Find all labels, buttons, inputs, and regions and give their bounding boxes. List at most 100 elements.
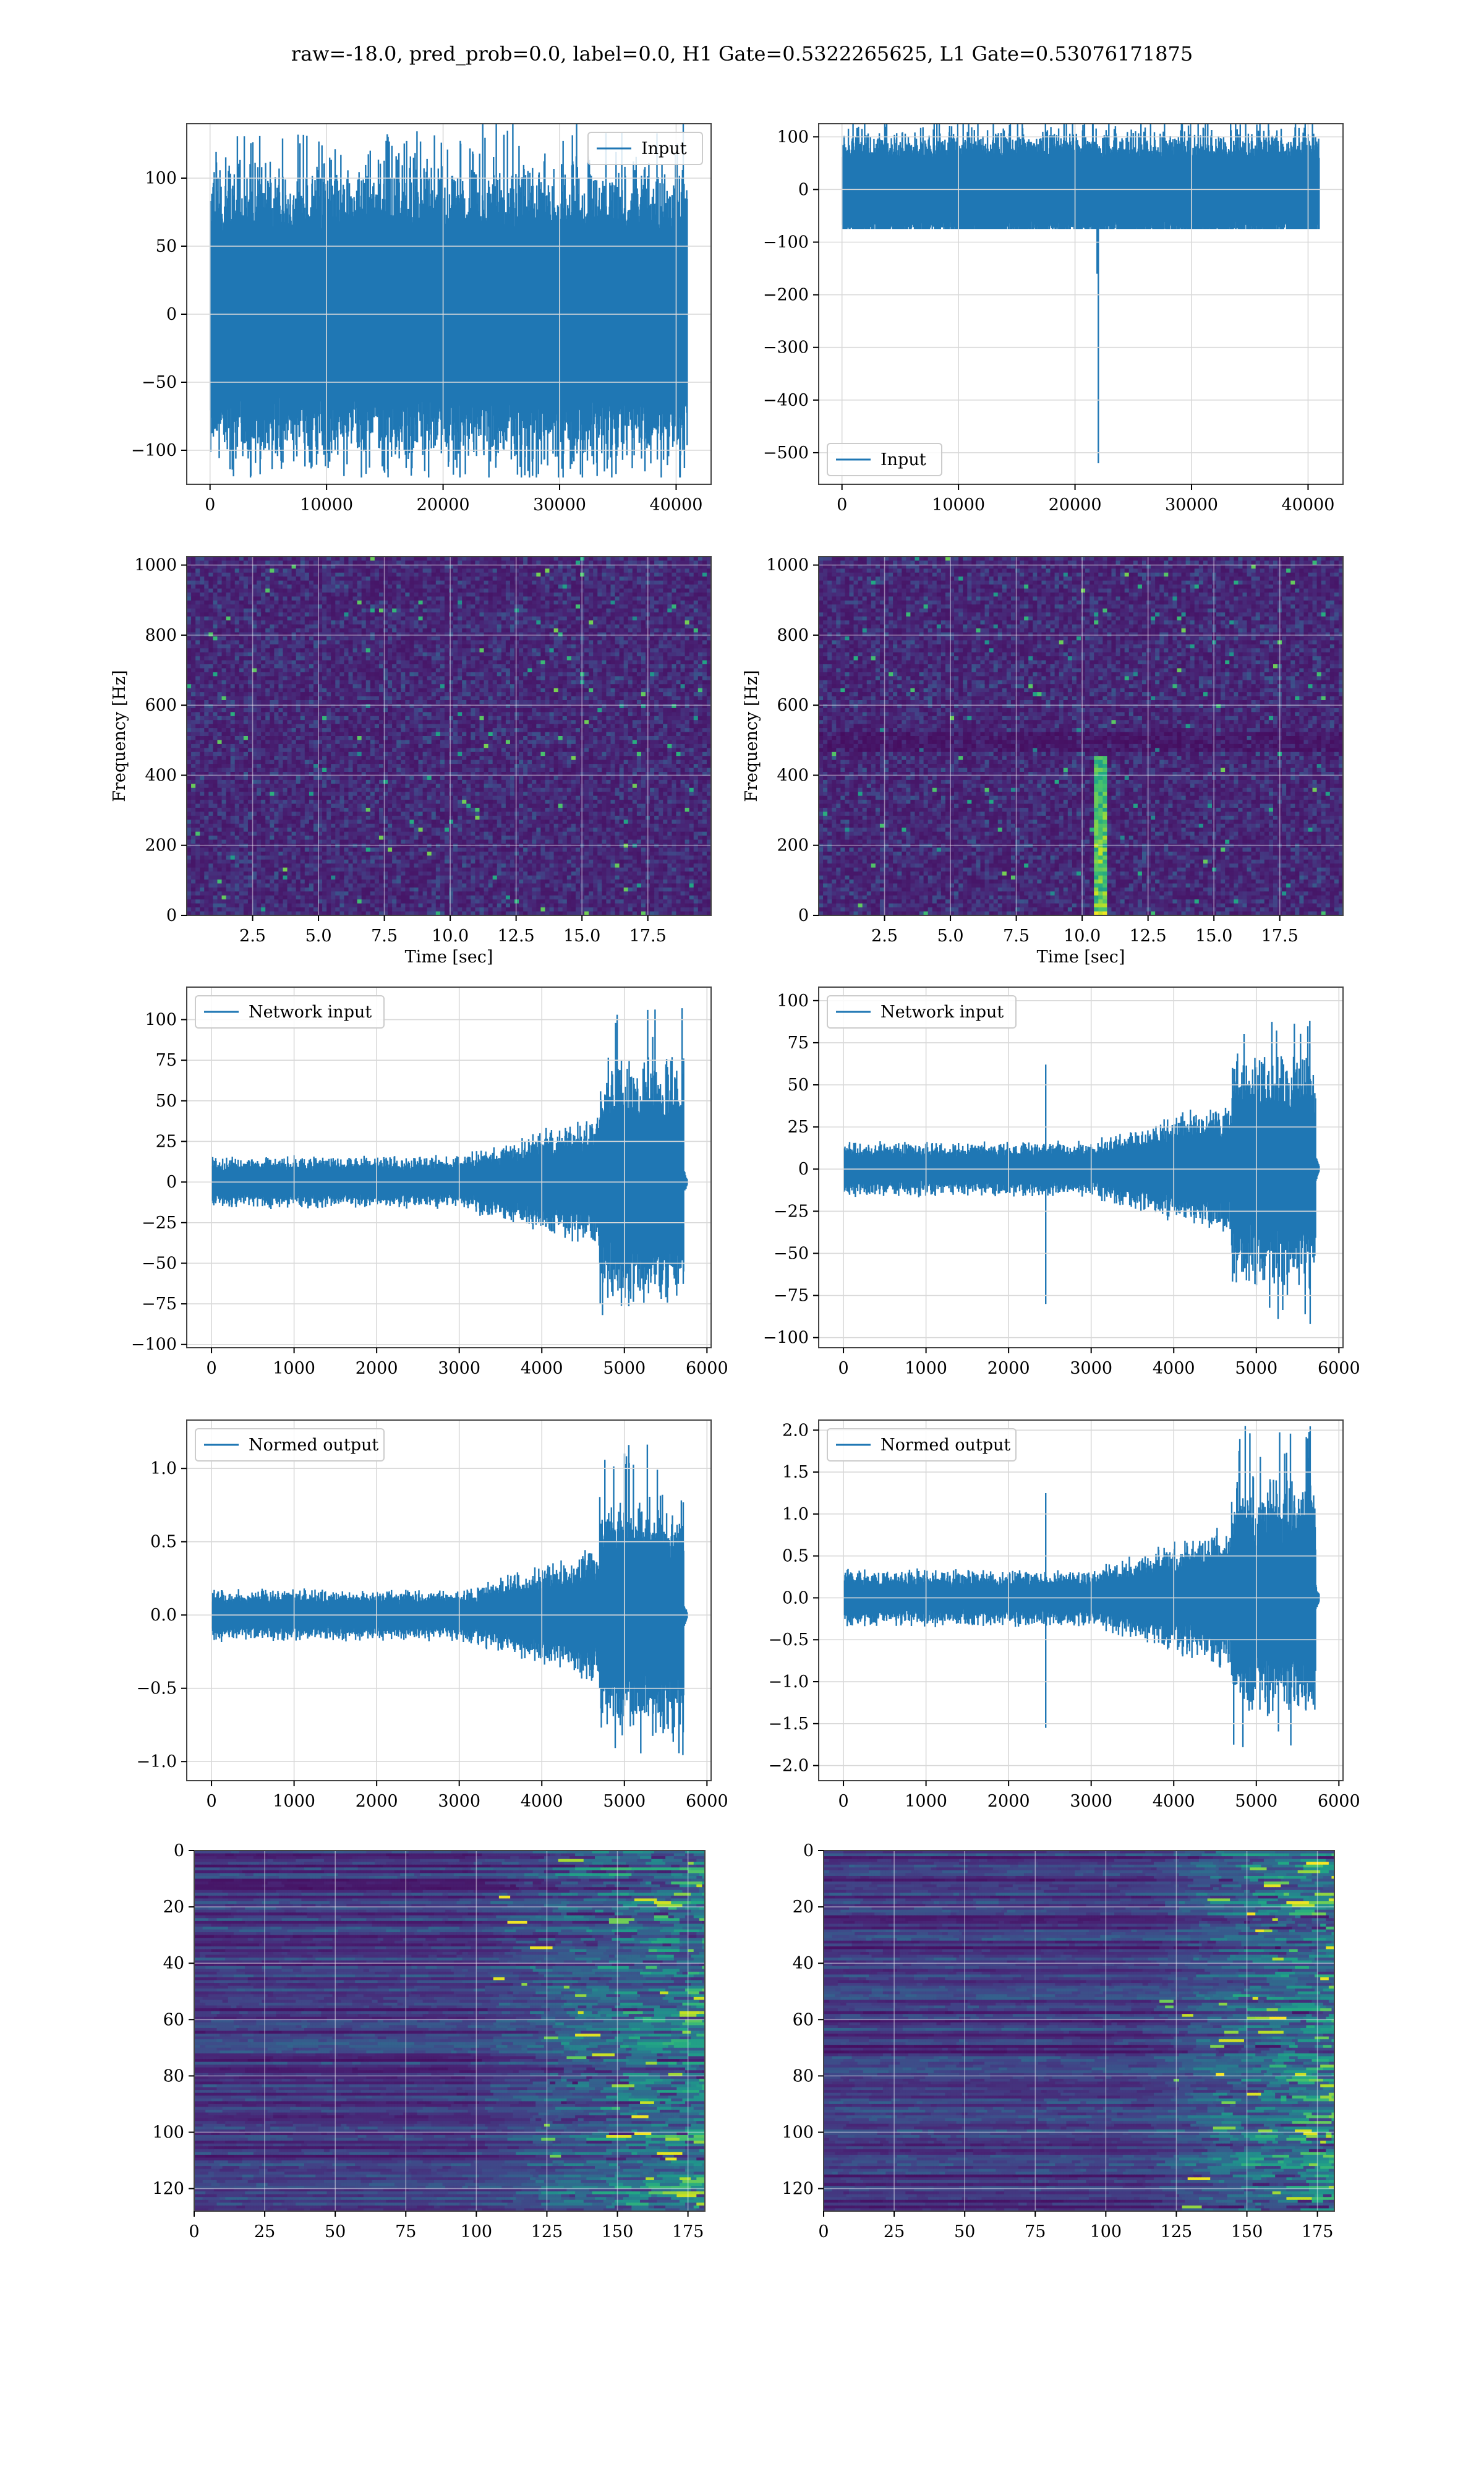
x-tick-label: 3000 (1070, 1359, 1112, 1378)
x-tick-label: 150 (1231, 2222, 1263, 2241)
x-tick-label: 125 (1161, 2222, 1193, 2241)
y-tick-label: −50 (142, 1254, 177, 1273)
x-tick-label: 150 (602, 2222, 634, 2241)
y-tick-label: 50 (156, 237, 177, 256)
x-tick-label: 4000 (1153, 1792, 1195, 1811)
y-tick-label: 1.5 (782, 1463, 809, 1482)
y-tick-label: 0.0 (150, 1606, 177, 1625)
y-tick-label: 0 (798, 180, 809, 199)
y-tick-label: −500 (763, 443, 809, 463)
x-tick-label: 5000 (603, 1359, 646, 1378)
x-axis-label: Time [sec] (405, 948, 493, 967)
plot-area (824, 1851, 1335, 2212)
y-tick-label: 0 (174, 1841, 184, 1860)
y-axis-label: Frequency [Hz] (742, 670, 761, 802)
x-tick-label: 0 (818, 2222, 829, 2241)
y-tick-label: 75 (156, 1051, 177, 1070)
y-tick-label: −0.5 (768, 1630, 809, 1650)
y-tick-label: −1.0 (768, 1672, 809, 1692)
x-tick-label: 5.0 (305, 927, 332, 946)
x-tick-label: 10000 (932, 495, 985, 515)
y-tick-label: 75 (788, 1034, 809, 1053)
subplot-l1-network-input: 0 1000 2000 3000 4000 5000 6000−100−75−50−2502… (763, 987, 1360, 1378)
x-tick-label: 6000 (1318, 1359, 1360, 1378)
x-tick-label: 0 (206, 1359, 216, 1378)
x-tick-label: 30000 (1165, 495, 1218, 515)
x-tick-label: 0 (837, 495, 847, 515)
y-tick-label: 50 (156, 1092, 177, 1111)
x-tick-label: 5000 (1235, 1359, 1277, 1378)
x-tick-label: 17.5 (1261, 927, 1298, 946)
y-tick-label: −50 (142, 373, 177, 392)
heatmap-cells (824, 1851, 1335, 2212)
x-tick-label: 20000 (417, 495, 470, 515)
subplot-h1-normed-output: 0 1000 2000 3000 4000 5000 6000−1.0−0.50.00.51… (136, 1420, 728, 1811)
y-tick-label: 800 (145, 626, 177, 645)
y-tick-label: 100 (782, 2123, 814, 2142)
y-tick-label: 40 (163, 1954, 184, 1973)
y-tick-label: −100 (131, 441, 177, 460)
y-tick-label: −25 (774, 1202, 809, 1221)
plot-area (819, 113, 1343, 484)
x-tick-label: 1000 (905, 1792, 947, 1811)
subplot-grid: 0 10000 20000 30000 40000−100−50050100Input0… (110, 85, 1360, 2242)
y-tick-label: −200 (763, 286, 809, 305)
y-tick-label: 25 (788, 1118, 809, 1137)
y-axis-label: Frequency [Hz] (110, 670, 129, 802)
x-tick-label: 75 (1025, 2222, 1046, 2241)
y-tick-label: 0.5 (782, 1547, 809, 1566)
y-tick-label: 800 (777, 626, 809, 645)
y-tick-label: 400 (145, 766, 177, 785)
x-tick-label: 40000 (650, 495, 703, 515)
y-tick-label: 120 (782, 2180, 814, 2199)
x-tick-label: 100 (461, 2222, 493, 2241)
x-tick-label: 0 (205, 495, 215, 515)
y-tick-label: 600 (145, 696, 177, 715)
legend-label: Normed output (881, 1436, 1010, 1455)
legend: Network input (195, 996, 384, 1028)
y-tick-label: 100 (777, 991, 809, 1011)
subplot-h1-spectrogram: 2.5 5.0 7.5 10.0 12.5 15.0 17.5020040060080010… (110, 556, 712, 967)
x-tick-label: 50 (954, 2222, 975, 2241)
legend-label: Network input (249, 1003, 372, 1022)
y-tick-label: 20 (793, 1898, 814, 1917)
x-tick-label: 6000 (1318, 1792, 1360, 1811)
y-tick-label: −400 (763, 391, 809, 410)
legend: Normed output (195, 1429, 384, 1461)
x-tick-label: 0 (838, 1359, 848, 1378)
x-tick-label: 10.0 (1064, 927, 1101, 946)
y-tick-label: −75 (142, 1295, 177, 1314)
subplot-l1-normed-output: 0 1000 2000 3000 4000 5000 6000−2.0−1.5−1.0−0.… (768, 1420, 1360, 1811)
x-tick-label: 3000 (1070, 1792, 1112, 1811)
y-tick-label: −1.5 (768, 1714, 809, 1734)
plot-area (187, 557, 712, 916)
y-tick-label: 0 (166, 305, 177, 324)
legend: Input (588, 132, 702, 165)
heatmap-cells (819, 557, 1344, 916)
y-tick-label: 80 (793, 2066, 814, 2086)
legend-label: Input (641, 139, 687, 158)
y-tick-label: −100 (763, 233, 809, 252)
plot-area (187, 987, 711, 1348)
x-tick-label: 5.0 (937, 927, 964, 946)
legend: Normed output (827, 1429, 1016, 1461)
x-tick-label: 0 (189, 2222, 199, 2241)
x-tick-label: 0 (838, 1792, 848, 1811)
x-tick-label: 7.5 (1003, 927, 1030, 946)
y-tick-label: 120 (152, 2180, 184, 2199)
x-tick-label: 3000 (438, 1792, 480, 1811)
x-tick-label: 4000 (521, 1359, 563, 1378)
x-tick-label: 125 (531, 2222, 563, 2241)
legend: Network input (827, 996, 1016, 1028)
x-tick-label: 10000 (300, 495, 353, 515)
y-tick-label: −25 (142, 1213, 177, 1233)
y-tick-label: −300 (763, 338, 809, 357)
x-tick-label: 3000 (438, 1359, 480, 1378)
y-tick-label: 100 (145, 1011, 177, 1030)
y-tick-label: −2.0 (768, 1757, 809, 1776)
x-tick-label: 4000 (521, 1792, 563, 1811)
y-tick-label: −50 (774, 1244, 809, 1263)
y-tick-label: −0.5 (136, 1679, 177, 1698)
y-tick-label: 2.0 (782, 1421, 809, 1440)
